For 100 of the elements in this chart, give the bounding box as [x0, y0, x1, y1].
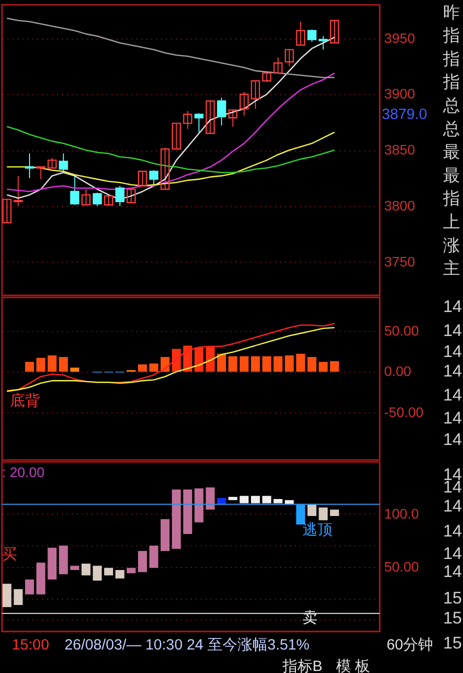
- bar: [228, 356, 238, 372]
- candlestick: [284, 48, 294, 67]
- bar: [217, 354, 226, 372]
- y-tick-label: 50.00: [384, 322, 420, 338]
- candlestick: [2, 198, 12, 224]
- text: 15: [443, 608, 462, 628]
- bar: [274, 356, 282, 372]
- candlestick: [273, 56, 283, 74]
- bar: [262, 496, 272, 504]
- annotation: : 20.00: [2, 464, 45, 480]
- bar: [126, 568, 136, 574]
- y-tick-label: 50.00: [384, 558, 420, 574]
- y-tick-label: 3850: [384, 142, 416, 158]
- text: 指: [442, 72, 460, 92]
- bar: [48, 355, 57, 372]
- text: 总: [442, 96, 460, 115]
- bar: [250, 496, 260, 504]
- candlestick: [228, 109, 238, 128]
- candlestick: [24, 152, 34, 179]
- bar: [330, 510, 339, 516]
- bar: [58, 546, 68, 574]
- y-tick-label: 100.0: [384, 505, 420, 522]
- candlestick: [58, 152, 68, 173]
- candlestick: [307, 28, 316, 42]
- line-series: [6, 18, 336, 78]
- candlestick: [250, 80, 260, 110]
- text: 14: [443, 430, 462, 450]
- bar: [228, 496, 238, 500]
- candlestick: [296, 21, 306, 46]
- text: 14: [443, 544, 462, 564]
- bar: [25, 362, 34, 372]
- bar: [149, 364, 158, 372]
- y-tick-label: 0.00: [384, 363, 412, 380]
- annotation: 买: [2, 547, 17, 564]
- candlestick: [104, 194, 114, 206]
- candlestick: [126, 188, 136, 204]
- candlestick: [330, 20, 340, 44]
- bar: [274, 499, 282, 504]
- text: 15: [443, 633, 462, 652]
- candlestick: [70, 174, 80, 206]
- text: 60分钟: [386, 636, 434, 654]
- candlestick: [36, 166, 46, 180]
- bar: [318, 362, 328, 372]
- text: 指: [442, 49, 460, 68]
- text: 14: [443, 297, 462, 316]
- bar: [330, 361, 339, 372]
- candlestick: [206, 100, 215, 134]
- y-tick-label: -50.00: [384, 404, 424, 420]
- bar: [284, 355, 294, 372]
- text: 昨: [443, 2, 460, 22]
- bar: [70, 566, 80, 570]
- bar: [36, 562, 46, 594]
- candlestick: [183, 110, 192, 130]
- bar: [307, 504, 316, 516]
- bar: [240, 356, 249, 372]
- candlestick: [194, 112, 204, 133]
- text: 总: [442, 119, 460, 138]
- bar: [172, 489, 181, 549]
- candlestick: [240, 92, 249, 116]
- bar: [194, 488, 204, 522]
- text: 14: [443, 385, 462, 404]
- candlestick: [149, 170, 158, 186]
- y-tick-label: 3750: [384, 253, 416, 270]
- annotation: 逃顶: [302, 521, 332, 538]
- line-series: [6, 132, 336, 187]
- text: 14: [443, 342, 462, 361]
- candlestick: [48, 157, 57, 169]
- bar: [183, 489, 192, 534]
- text: 模 板: [336, 658, 370, 673]
- text: 14: [443, 521, 462, 540]
- y-tick-label: 3900: [384, 86, 416, 102]
- bar: [70, 368, 80, 372]
- bar: [262, 356, 272, 372]
- text: 涨: [443, 236, 460, 255]
- bar: [250, 356, 260, 372]
- bar: [82, 564, 90, 576]
- candlestick: [81, 188, 91, 206]
- bar: [115, 570, 124, 578]
- bar: [240, 496, 249, 504]
- line-series: [6, 126, 336, 174]
- candlestick: [216, 97, 226, 126]
- text: 指标B: [282, 658, 323, 673]
- text: 14: [443, 321, 462, 340]
- candlestick: [115, 185, 124, 206]
- text: 指: [442, 189, 460, 208]
- bar: [296, 354, 306, 372]
- annotation: 底背: [10, 392, 40, 410]
- text: 14: [443, 496, 462, 516]
- bar: [149, 546, 158, 568]
- bar: [25, 580, 34, 594]
- text: 14: [443, 362, 462, 381]
- bar: [36, 358, 46, 372]
- annotation: 卖: [302, 610, 318, 627]
- text: 14: [443, 408, 462, 428]
- text: 15: [443, 588, 462, 608]
- bar: [48, 548, 57, 580]
- bar: [318, 508, 328, 520]
- text: 26/08/03/— 10:30 24 至今涨幅3.51%: [64, 636, 310, 654]
- candlestick: [138, 170, 148, 186]
- bar: [14, 589, 23, 605]
